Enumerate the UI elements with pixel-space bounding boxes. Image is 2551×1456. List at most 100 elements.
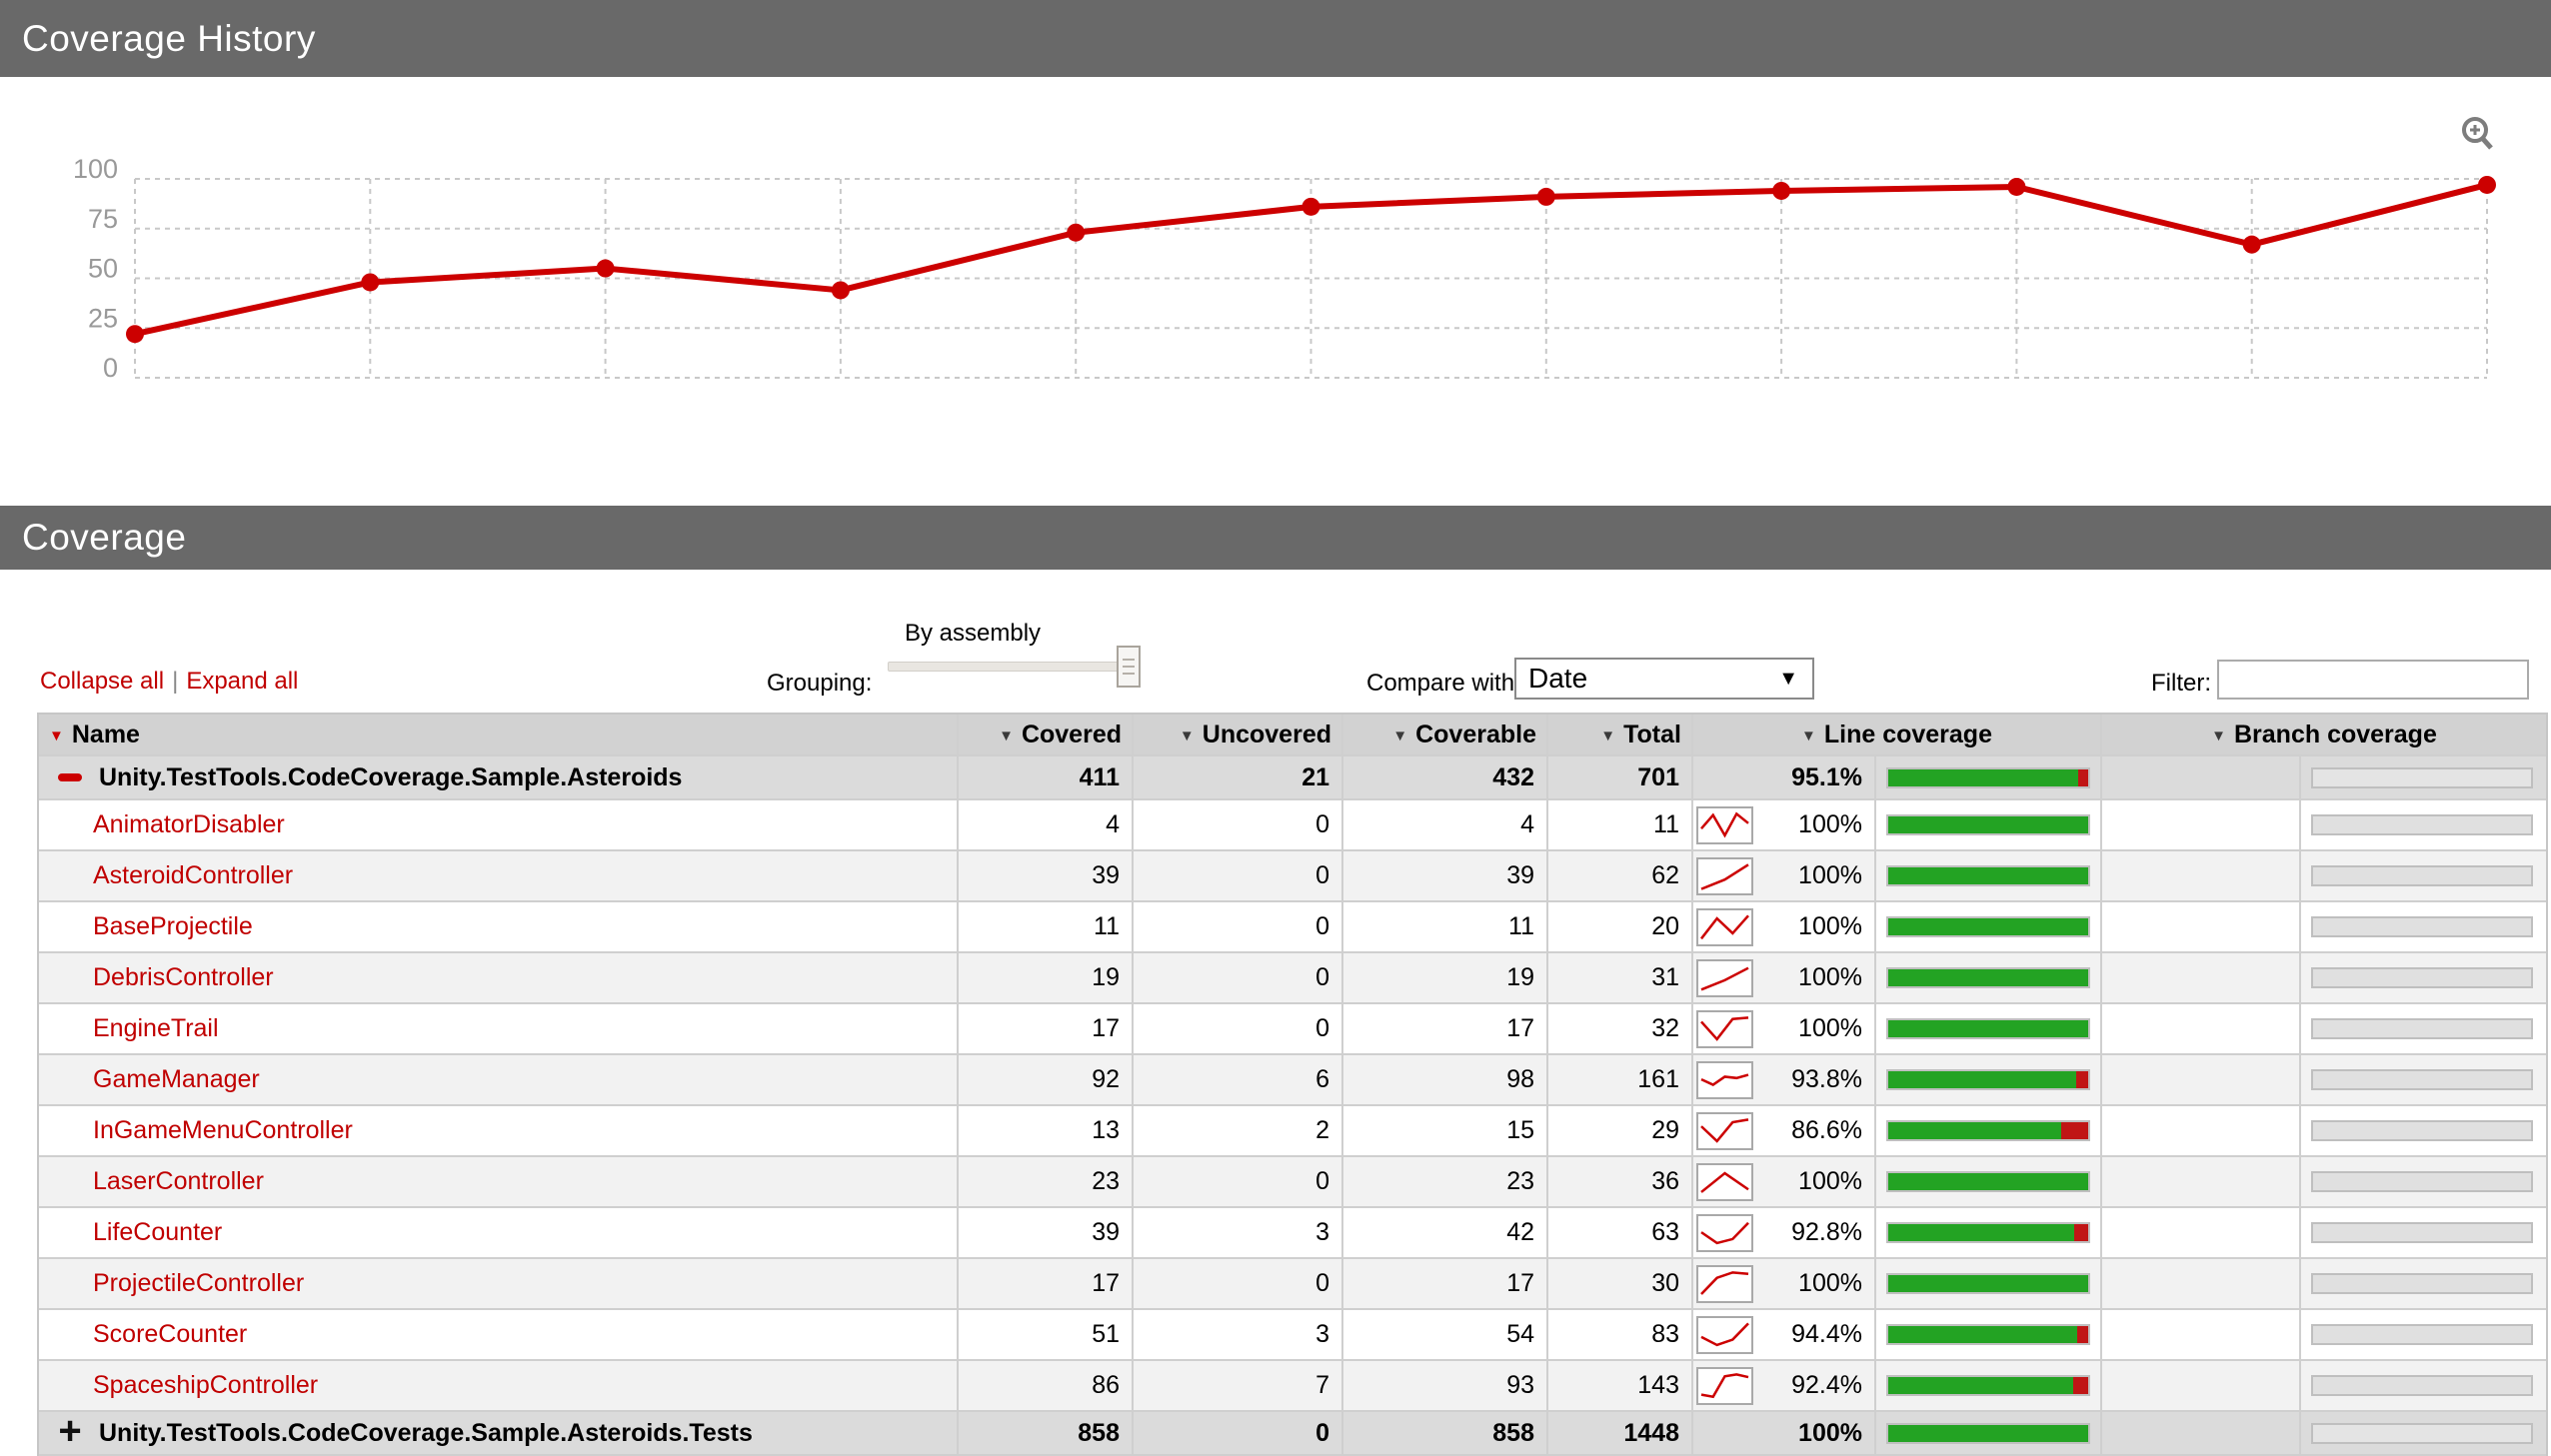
branch-coverage-bar xyxy=(2311,1273,2533,1294)
tree-links: Collapse all | Expand all xyxy=(40,668,298,696)
element-name[interactable]: AsteroidController xyxy=(93,861,294,889)
total-value: 20 xyxy=(1546,902,1691,951)
coverable-value: 19 xyxy=(1341,953,1546,1002)
branch-coverage-percent xyxy=(2100,902,2299,951)
header-uncovered[interactable]: ▼ Uncovered xyxy=(1132,715,1341,754)
table-row: + Unity.TestTools.CodeCoverage.Sample.As… xyxy=(39,1412,2546,1456)
total-value: 29 xyxy=(1546,1106,1691,1155)
covered-value: 19 xyxy=(957,953,1132,1002)
branch-coverage-percent xyxy=(2100,1259,2299,1308)
history-sparkline-icon xyxy=(1696,1315,1753,1354)
branch-coverage-percent xyxy=(2100,953,2299,1002)
total-value: 36 xyxy=(1546,1157,1691,1206)
line-coverage-percent: 95.1% xyxy=(1791,762,1862,791)
covered-value: 86 xyxy=(957,1361,1132,1410)
grouping-label: Grouping: xyxy=(767,670,873,697)
total-value: 31 xyxy=(1546,953,1691,1002)
line-coverage-bar xyxy=(1886,1273,2090,1294)
branch-coverage-bar xyxy=(2311,1375,2533,1396)
uncovered-value: 0 xyxy=(1132,902,1341,951)
sort-icon: ▼ xyxy=(1600,727,1616,744)
total-value: 83 xyxy=(1546,1310,1691,1359)
element-name[interactable]: BaseProjectile xyxy=(93,912,253,940)
covered-value: 858 xyxy=(957,1412,1132,1454)
element-name[interactable]: SpaceshipController xyxy=(93,1371,319,1399)
coverage-table: ▼ Name ▼ Covered ▼ Uncovered ▼ Coverable… xyxy=(37,713,2548,1456)
line-coverage-bar xyxy=(1886,967,2090,988)
filter-input[interactable] xyxy=(2217,660,2529,700)
table-row: LaserController 23 0 23 36 100% xyxy=(39,1157,2546,1208)
history-sparkline-icon xyxy=(1696,856,1753,895)
history-sparkline-icon xyxy=(1696,1366,1753,1405)
compare-with-select[interactable]: Date ▼ xyxy=(1514,658,1814,700)
history-sparkline-icon xyxy=(1696,1111,1753,1150)
header-total[interactable]: ▼ Total xyxy=(1546,715,1691,754)
branch-coverage-bar xyxy=(2311,1069,2533,1090)
expand-all-link[interactable]: Expand all xyxy=(186,668,299,695)
element-name[interactable]: AnimatorDisabler xyxy=(93,810,285,838)
element-name[interactable]: GameManager xyxy=(93,1065,260,1093)
uncovered-value: 0 xyxy=(1132,1157,1341,1206)
element-name[interactable]: InGameMenuController xyxy=(93,1116,353,1144)
uncovered-value: 0 xyxy=(1132,953,1341,1002)
line-coverage-bar xyxy=(1886,1222,2090,1243)
branch-coverage-percent xyxy=(2100,851,2299,900)
branch-coverage-bar xyxy=(2311,1018,2533,1039)
uncovered-value: 0 xyxy=(1132,1412,1341,1454)
coverable-value: 858 xyxy=(1341,1412,1546,1454)
element-name[interactable]: Unity.TestTools.CodeCoverage.Sample.Aste… xyxy=(99,1418,753,1447)
line-coverage-bar xyxy=(1886,1324,2090,1345)
coverable-value: 15 xyxy=(1341,1106,1546,1155)
grouping-slider-handle[interactable] xyxy=(1117,646,1141,688)
sort-icon: ▼ xyxy=(999,727,1014,744)
header-covered[interactable]: ▼ Covered xyxy=(957,715,1132,754)
line-coverage-bar xyxy=(1886,1069,2090,1090)
line-coverage-bar xyxy=(1886,1375,2090,1396)
branch-coverage-percent xyxy=(2100,800,2299,849)
link-separator: | xyxy=(172,668,179,695)
line-coverage-percent: 100% xyxy=(1798,810,1862,838)
header-coverable[interactable]: ▼ Coverable xyxy=(1341,715,1546,754)
svg-text:0: 0 xyxy=(103,353,118,383)
zoom-in-icon[interactable] xyxy=(2457,113,2499,155)
total-value: 11 xyxy=(1546,800,1691,849)
collapse-all-link[interactable]: Collapse all xyxy=(40,668,165,695)
header-name[interactable]: ▼ Name xyxy=(49,720,140,748)
total-value: 1448 xyxy=(1546,1412,1691,1454)
table-row: ProjectileController 17 0 17 30 100% xyxy=(39,1259,2546,1310)
element-name[interactable]: ProjectileController xyxy=(93,1269,305,1297)
history-sparkline-icon xyxy=(1696,1213,1753,1252)
element-name[interactable]: EngineTrail xyxy=(93,1014,219,1042)
covered-value: 13 xyxy=(957,1106,1132,1155)
total-value: 62 xyxy=(1546,851,1691,900)
grouping-value-label: By assembly xyxy=(905,620,1042,647)
uncovered-value: 6 xyxy=(1132,1055,1341,1104)
element-name[interactable]: Unity.TestTools.CodeCoverage.Sample.Aste… xyxy=(99,762,683,791)
coverable-value: 54 xyxy=(1341,1310,1546,1359)
svg-text:75: 75 xyxy=(88,204,118,234)
collapse-minus-icon xyxy=(58,773,82,781)
header-branch-coverage[interactable]: ▼ Branch coverage xyxy=(2100,715,2546,754)
grouping-slider[interactable] xyxy=(888,646,1141,688)
coverage-history-title: Coverage History xyxy=(22,17,316,59)
table-row: BaseProjectile 11 0 11 20 100% xyxy=(39,902,2546,953)
line-coverage-bar xyxy=(1886,916,2090,937)
history-sparkline-icon xyxy=(1696,1009,1753,1048)
branch-coverage-bar xyxy=(2311,1422,2533,1444)
line-coverage-percent: 86.6% xyxy=(1791,1116,1862,1144)
branch-coverage-percent xyxy=(2100,1310,2299,1359)
coverable-value: 11 xyxy=(1341,902,1546,951)
compare-with-selected-value: Date xyxy=(1528,663,1588,694)
element-name[interactable]: LifeCounter xyxy=(93,1218,223,1246)
element-name[interactable]: LaserController xyxy=(93,1167,264,1195)
line-coverage-percent: 100% xyxy=(1798,861,1862,889)
row-toggle-icon[interactable] xyxy=(53,773,87,781)
chevron-down-icon: ▼ xyxy=(1778,667,1798,690)
uncovered-value: 0 xyxy=(1132,1259,1341,1308)
line-coverage-bar xyxy=(1886,814,2090,835)
header-line-coverage[interactable]: ▼ Line coverage xyxy=(1691,715,2100,754)
uncovered-value: 0 xyxy=(1132,1004,1341,1053)
line-coverage-percent: 100% xyxy=(1798,963,1862,991)
element-name[interactable]: ScoreCounter xyxy=(93,1320,248,1348)
element-name[interactable]: DebrisController xyxy=(93,963,274,991)
